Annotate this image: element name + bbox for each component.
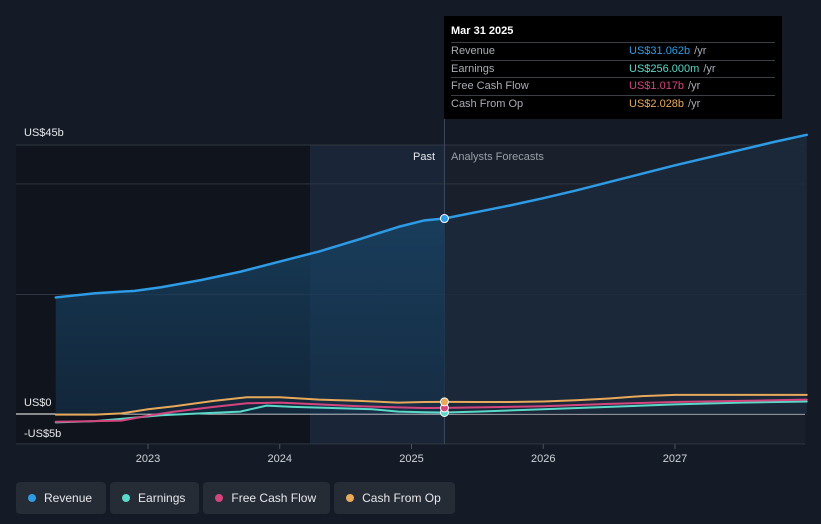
marker-cash-from-op bbox=[439, 397, 449, 407]
tooltip-name: Earnings bbox=[451, 62, 495, 75]
legend-label: Revenue bbox=[44, 491, 93, 505]
tooltip-row-free-cash-flow: Free Cash Flow US$1.017b /yr bbox=[451, 77, 775, 95]
x-tick-label: 2025 bbox=[399, 453, 423, 465]
tooltip-value: US$1.017b bbox=[629, 80, 685, 93]
forecast-label: Analysts Forecasts bbox=[451, 151, 544, 163]
legend-item-revenue[interactable]: Revenue bbox=[16, 482, 107, 514]
free-cash-flow-dot-icon bbox=[215, 494, 224, 502]
tooltip-unit: /yr bbox=[694, 45, 707, 58]
tooltip-value: US$256.000m bbox=[629, 62, 700, 75]
x-tick-label: 2027 bbox=[663, 453, 687, 465]
series-line-earnings bbox=[54, 400, 808, 424]
legend-label: Free Cash Flow bbox=[231, 491, 317, 505]
tooltip-row-earnings: Earnings US$256.000m /yr bbox=[451, 59, 775, 78]
legend-label: Cash From Op bbox=[362, 491, 441, 505]
legend-item-earnings[interactable]: Earnings bbox=[110, 482, 200, 514]
tooltip-unit: /yr bbox=[688, 97, 701, 110]
x-tick-label: 2023 bbox=[136, 453, 160, 465]
legend-item-free-cash-flow[interactable]: Free Cash Flow bbox=[203, 482, 331, 514]
series-line-cash-from-op bbox=[54, 393, 808, 416]
tooltip-name: Free Cash Flow bbox=[451, 80, 529, 93]
tooltip-value: US$2.028b bbox=[629, 97, 685, 110]
series-line-free-cash-flow bbox=[54, 398, 808, 423]
financial-chart: US$45b US$0 -US$5b Past Analysts Forecas… bbox=[16, 118, 808, 465]
y-top-label: US$45b bbox=[24, 127, 64, 139]
tooltip: Mar 31 2025 Revenue US$31.062b /yr Earni… bbox=[444, 16, 782, 119]
cash-from-op-dot-icon bbox=[346, 494, 355, 502]
y-bottom-label: -US$5b bbox=[24, 428, 61, 440]
tooltip-row-revenue: Revenue US$31.062b /yr bbox=[451, 42, 775, 60]
revenue-area-forecast bbox=[444, 134, 807, 414]
legend-item-cash-from-op[interactable]: Cash From Op bbox=[334, 482, 455, 514]
tooltip-row-cash-from-op: Cash From Op US$2.028b /yr bbox=[451, 94, 775, 113]
x-tick-label: 2024 bbox=[268, 453, 292, 465]
tooltip-unit: /yr bbox=[688, 80, 701, 93]
tooltip-name: Cash From Op bbox=[451, 97, 524, 110]
tooltip-date: Mar 31 2025 bbox=[451, 25, 514, 37]
x-tick-label: 2026 bbox=[531, 453, 555, 465]
tooltip-name: Revenue bbox=[451, 45, 496, 58]
y-zero-label: US$0 bbox=[24, 397, 52, 409]
tooltip-value: US$31.062b bbox=[629, 45, 691, 58]
tooltip-unit: /yr bbox=[703, 62, 716, 75]
revenue-dot-icon bbox=[28, 494, 36, 502]
revenue-area-past bbox=[55, 218, 445, 414]
marker-revenue bbox=[439, 214, 449, 224]
earnings-dot-icon bbox=[122, 494, 131, 502]
legend: Revenue Earnings Free Cash Flow Cash Fro… bbox=[16, 482, 455, 514]
legend-label: Earnings bbox=[138, 491, 186, 505]
past-label: Past bbox=[413, 151, 435, 163]
